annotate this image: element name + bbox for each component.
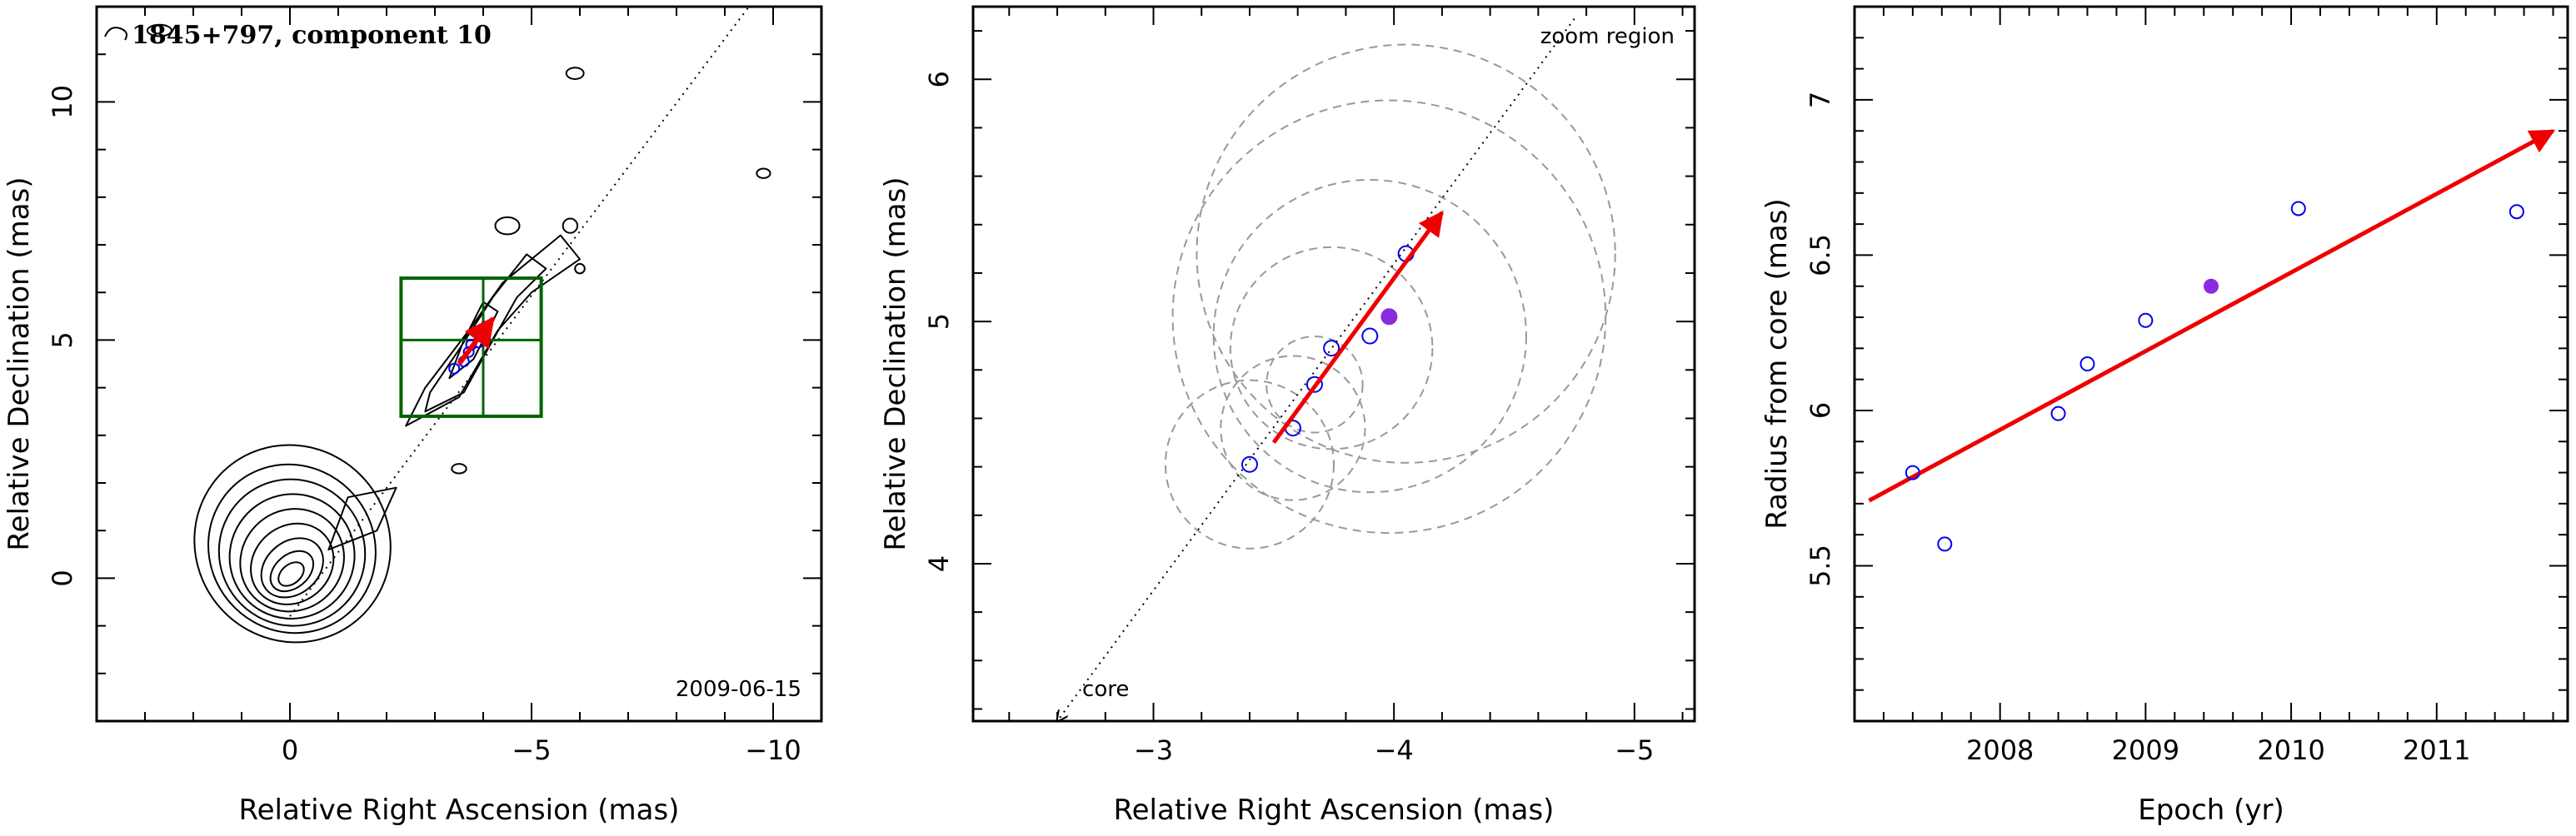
jet-axis-line (1057, 17, 1575, 721)
y-tick-label: 6.5 (1805, 234, 1836, 276)
motion-arrow (457, 316, 496, 366)
jet-contour (327, 486, 397, 551)
radius-point (2290, 201, 2306, 216)
date-label: 2009-06-15 (676, 677, 801, 702)
y-tick-label: 10 (47, 85, 78, 119)
noise-contour (562, 217, 579, 234)
x-tick-label: −3 (1134, 734, 1173, 766)
noise-contour (756, 167, 771, 179)
y-tick-label: 5 (47, 331, 78, 348)
radius-point (2509, 204, 2524, 220)
core-contour (239, 508, 345, 613)
component-point (1241, 455, 1258, 473)
panel-frame (95, 5, 823, 723)
y-tick-label: 5.5 (1805, 545, 1836, 587)
x-tick-label: 2008 (1966, 734, 2034, 766)
noise-contour (451, 463, 467, 475)
panel-frame (1853, 5, 2569, 723)
panel-zoom-region: −3 −4 −5 4 5 6 zoom region core Relative Righ… (879, 5, 1696, 827)
y-tick-label: 7 (1805, 92, 1836, 108)
motion-arrow (1271, 210, 1444, 445)
error-circle (1164, 379, 1335, 550)
zoom-region-box (399, 276, 543, 418)
core-contour (217, 478, 367, 627)
fit-line-arrow (1868, 129, 2556, 503)
y-axis-title: Relative Declination (mas) (2, 177, 36, 550)
current-epoch-point (1380, 308, 1398, 326)
x-tick-label: 2011 (2403, 734, 2470, 766)
error-circle (1266, 335, 1364, 434)
jet-contour (424, 253, 547, 413)
panel-title: 1845+797, component 10 (132, 21, 492, 50)
radius-point (2050, 406, 2066, 421)
panel-contour-map: 0 −5 −10 0 5 10 1845+797, component 10 2009-0… (2, 5, 823, 827)
x-tick-label: −4 (1375, 734, 1414, 766)
panel-frame (971, 5, 1696, 723)
error-circle (1220, 355, 1366, 501)
core-contour (250, 522, 335, 605)
y-tick-label: 6 (1805, 402, 1836, 419)
component-point (1305, 376, 1323, 393)
core-contour (269, 550, 315, 593)
y-tick-label: 4 (923, 555, 955, 572)
error-circle (1196, 43, 1616, 464)
y-tick-label: 0 (47, 570, 78, 586)
error-circle (1229, 246, 1434, 450)
x-tick-label: 0 (282, 734, 298, 766)
component-point (1361, 327, 1379, 345)
zoom-region-label: zoom region (1540, 24, 1675, 49)
panel-radius-vs-epoch: 2008 2009 2010 2011 5.5 6 6.5 7 Epoch (yr) Radi… (1760, 5, 2569, 827)
error-circle (1171, 99, 1607, 535)
x-tick-label: 2009 (2112, 734, 2179, 766)
core-label: core (1082, 677, 1129, 702)
x-tick-label: 2010 (2257, 734, 2324, 766)
y-tick-label: 5 (923, 313, 955, 330)
core-contour (277, 561, 305, 587)
jet-contour (405, 234, 581, 427)
x-axis-title: Epoch (yr) (2138, 794, 2284, 827)
core-contour (260, 537, 324, 599)
radius-point (1937, 536, 1953, 552)
y-tick-label: 6 (923, 71, 955, 87)
noise-contour (574, 262, 586, 275)
y-axis-title: Radius from core (mas) (1760, 198, 1794, 529)
component-point (1323, 340, 1340, 357)
current-epoch-point (2204, 278, 2219, 294)
noise-contour (146, 23, 172, 37)
noise-contour (565, 67, 585, 80)
radius-point (2079, 356, 2095, 371)
noise-contour (494, 216, 521, 236)
error-circle (1212, 178, 1527, 494)
radius-point (1905, 465, 1920, 480)
radius-point (2138, 312, 2154, 328)
x-tick-label: −10 (745, 734, 801, 766)
x-axis-title: Relative Right Ascension (mas) (1114, 794, 1555, 827)
x-tick-label: −5 (512, 734, 551, 766)
y-axis-title: Relative Declination (mas) (879, 177, 912, 550)
x-tick-label: −5 (1615, 734, 1654, 766)
core-contour (193, 444, 392, 644)
corner-contour (104, 27, 127, 41)
core-contour (207, 463, 377, 634)
component-point (448, 362, 461, 375)
x-axis-title: Relative Right Ascension (mas) (239, 794, 680, 827)
